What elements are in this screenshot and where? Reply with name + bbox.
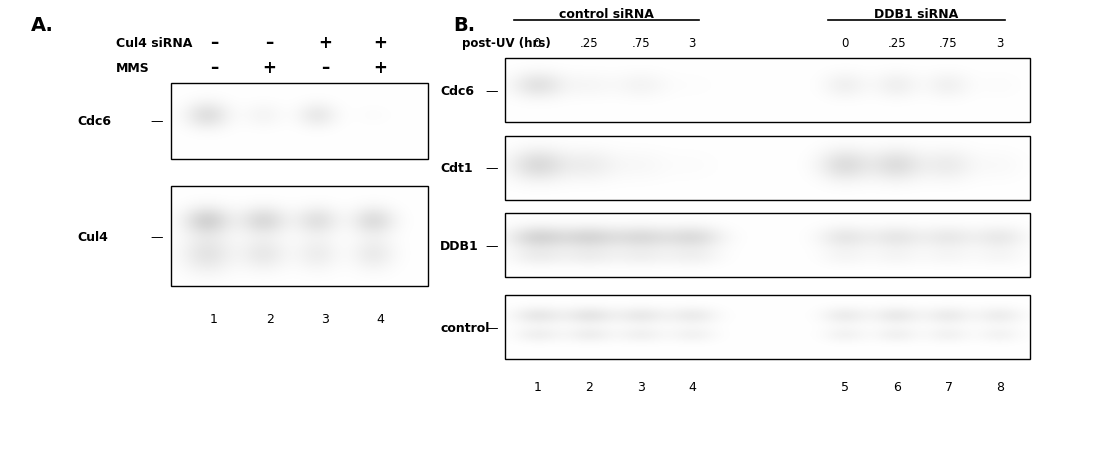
Text: —: — bbox=[486, 321, 498, 334]
Text: 6: 6 bbox=[892, 380, 901, 393]
Text: MMS: MMS bbox=[116, 62, 150, 75]
Text: post-UV (hrs): post-UV (hrs) bbox=[462, 37, 551, 50]
Text: A.: A. bbox=[31, 16, 54, 35]
Text: —: — bbox=[486, 239, 498, 252]
Text: 3: 3 bbox=[689, 37, 696, 50]
Text: 3: 3 bbox=[996, 37, 1004, 50]
Text: 2: 2 bbox=[266, 312, 274, 325]
Text: Cul4: Cul4 bbox=[78, 230, 108, 243]
Text: Cdt1: Cdt1 bbox=[440, 162, 473, 175]
Text: 0: 0 bbox=[533, 37, 541, 50]
Text: Cul4 siRNA: Cul4 siRNA bbox=[116, 37, 193, 50]
Text: —: — bbox=[150, 115, 163, 128]
Text: —: — bbox=[486, 85, 498, 97]
Text: 8: 8 bbox=[996, 380, 1004, 393]
Text: DDB1 siRNA: DDB1 siRNA bbox=[874, 7, 958, 20]
Text: .25: .25 bbox=[888, 37, 907, 50]
Text: 3: 3 bbox=[321, 312, 328, 325]
Text: 1: 1 bbox=[533, 380, 541, 393]
Text: Cdc6: Cdc6 bbox=[440, 85, 474, 97]
Text: 4: 4 bbox=[689, 380, 696, 393]
Text: –: – bbox=[210, 34, 218, 52]
Text: 0: 0 bbox=[841, 37, 849, 50]
Text: 2: 2 bbox=[585, 380, 592, 393]
Text: B.: B. bbox=[453, 16, 475, 35]
Text: DDB1: DDB1 bbox=[440, 239, 480, 252]
Text: 5: 5 bbox=[841, 380, 850, 393]
Text: control siRNA: control siRNA bbox=[558, 7, 654, 20]
Text: +: + bbox=[319, 34, 332, 52]
Text: .75: .75 bbox=[940, 37, 958, 50]
Text: –: – bbox=[210, 59, 218, 77]
Text: +: + bbox=[373, 59, 388, 77]
Text: 1: 1 bbox=[210, 312, 218, 325]
Text: +: + bbox=[373, 34, 388, 52]
Text: +: + bbox=[263, 59, 277, 77]
Text: Cdc6: Cdc6 bbox=[78, 115, 112, 128]
Text: –: – bbox=[265, 34, 274, 52]
Text: —: — bbox=[150, 230, 163, 243]
Text: control: control bbox=[440, 321, 489, 334]
Text: —: — bbox=[486, 162, 498, 175]
Text: 7: 7 bbox=[945, 380, 953, 393]
Text: 3: 3 bbox=[636, 380, 645, 393]
Text: .25: .25 bbox=[579, 37, 598, 50]
Text: .75: .75 bbox=[632, 37, 650, 50]
Text: –: – bbox=[321, 59, 330, 77]
Text: 4: 4 bbox=[377, 312, 384, 325]
